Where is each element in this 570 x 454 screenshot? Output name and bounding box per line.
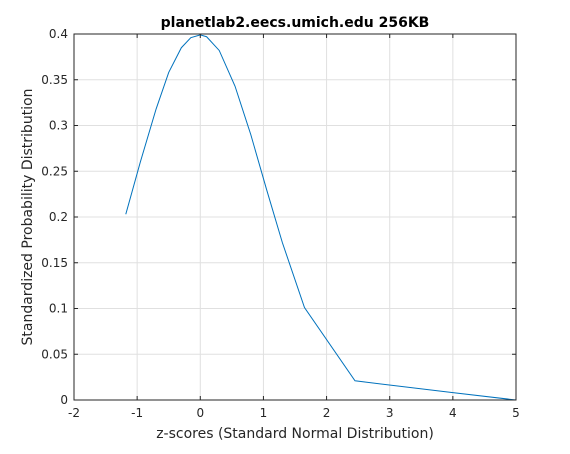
y-tick-label: 0.4	[49, 27, 68, 41]
y-tick-label: 0.25	[41, 164, 68, 178]
grid-layer	[73, 33, 517, 401]
x-axis-label: z-scores (Standard Normal Distribution)	[156, 426, 434, 442]
chart-title: planetlab2.eecs.umich.edu 256KB	[161, 15, 430, 31]
y-tick-label: 0.2	[49, 210, 68, 224]
y-tick-label: 0.1	[49, 302, 68, 316]
x-tick-label: 1	[260, 406, 268, 420]
y-tick-label: 0.05	[41, 347, 68, 361]
series-line	[125, 34, 517, 401]
y-tick-label: 0.3	[49, 119, 68, 133]
y-axis-label: Standardized Probability Distribution	[20, 88, 36, 345]
x-tick-label: 0	[196, 406, 204, 420]
x-tick-label: 3	[386, 406, 394, 420]
x-tick-label: 4	[449, 406, 457, 420]
x-tick-label: 5	[512, 406, 520, 420]
y-tick-label: 0.15	[41, 256, 68, 270]
tick-layer: -2 -1 0 1 2 3 4 5 0 0.05 0.1 0.15 0.2 0.25 0.3 0.35 0.4	[41, 27, 520, 420]
y-tick-label: 0.35	[41, 73, 68, 87]
y-tick-label: 0	[60, 393, 68, 407]
x-tick-label: 2	[323, 406, 331, 420]
series-layer	[125, 34, 517, 401]
x-tick-label: -1	[131, 406, 143, 420]
x-tick-label: -2	[68, 406, 80, 420]
